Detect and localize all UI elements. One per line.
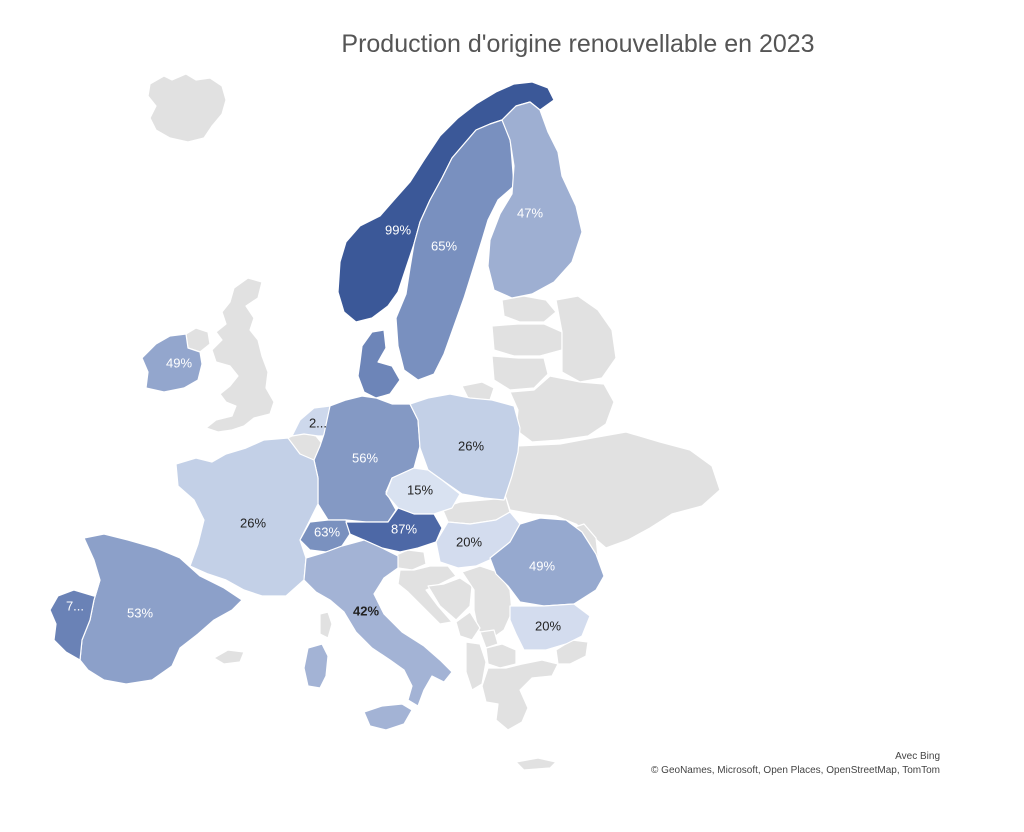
nodata-countries [147,73,721,771]
great-britain [205,277,275,433]
label-hungary: 20% [456,534,482,549]
lithuania [491,355,549,391]
kosovo [479,629,499,649]
sardinia-region[interactable] [303,643,329,689]
denmark-region[interactable] [357,329,401,399]
estonia [501,295,557,323]
italy-region[interactable] [303,539,453,707]
north-macedonia [485,643,517,669]
romania-region[interactable] [489,517,605,607]
albania [465,641,487,691]
label-netherlands: 2... [309,415,327,430]
label-sweden: 65% [431,238,457,253]
sweden-region[interactable] [395,119,515,381]
map-title: Production d'origine renouvellable en 20… [341,30,815,58]
label-austria: 87% [391,521,417,536]
bulgaria-region[interactable] [509,603,591,651]
corsica [319,611,333,639]
label-spain: 53% [127,605,153,620]
label-finland: 47% [517,205,543,220]
label-ireland: 49% [166,355,192,370]
data-countries [49,81,605,731]
crete [515,757,557,771]
croatia [397,565,457,625]
label-romania: 49% [529,558,555,573]
finland-region[interactable] [487,101,583,299]
label-italy: 42% [353,603,379,618]
label-norway: 99% [385,222,411,237]
bosnia [427,577,473,621]
serbia [461,565,513,641]
russia [555,295,617,383]
latvia [491,323,563,357]
portugal-region[interactable] [49,579,101,661]
france-region[interactable] [175,437,319,597]
attribution-sources: © GeoNames, Microsoft, Open Places, Open… [651,765,940,776]
ireland-region[interactable] [141,333,203,393]
label-france: 26% [240,515,266,530]
sicily-region[interactable] [363,703,413,731]
label-bulgaria: 20% [535,618,561,633]
iceland [147,73,227,143]
ukraine [503,431,721,549]
montenegro [455,611,481,641]
czechia-region[interactable] [385,467,461,515]
label-czechia: 15% [407,482,433,497]
label-poland: 26% [458,438,484,453]
balearic-islands [213,649,245,665]
attribution-avec-bing: Avec Bing [895,751,940,762]
label-portugal: 7... [66,598,84,613]
greece [481,659,559,731]
label-switzerland: 63% [314,524,340,539]
data-labels: 99% 65% 47% 49% 2... 56% 26% 15% 26% 63%… [66,205,561,633]
slovenia [393,549,427,571]
label-germany: 56% [352,450,378,465]
